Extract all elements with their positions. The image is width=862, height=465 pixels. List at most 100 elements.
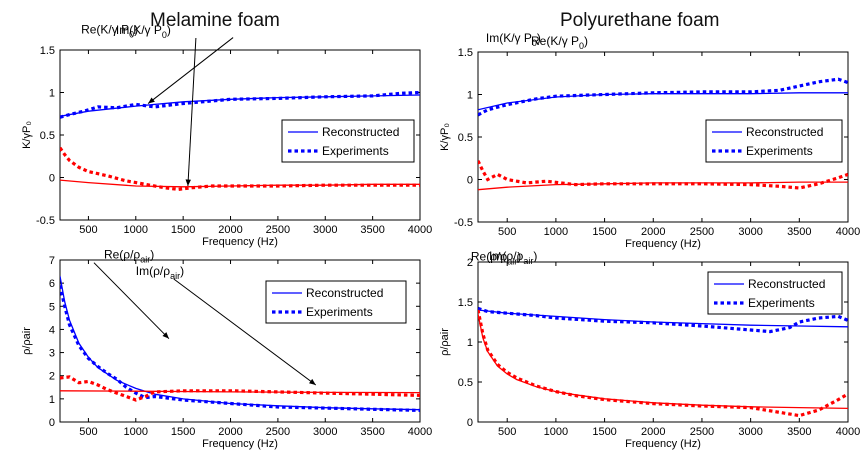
legend-label-experiments: Experiments <box>306 305 373 319</box>
legend-label-reconstructed: Reconstructed <box>306 286 383 300</box>
x-tick-label: 3500 <box>787 226 811 238</box>
x-tick-label: 2000 <box>218 426 242 438</box>
series-experiments-blue-2 <box>478 77 848 117</box>
y-tick-label: 2 <box>467 257 473 269</box>
legend-box <box>265 280 407 324</box>
legend: Reconstructed Experiments <box>265 280 407 324</box>
legend-label-experiments: Experiments <box>322 144 389 158</box>
x-tick-label: 4000 <box>836 426 860 438</box>
chart-4: 500 1000 1500 2000 2500 3000 3500 4000 0 0.5 1 1.5 2… <box>439 249 860 450</box>
y-tick-label: 7 <box>49 255 55 267</box>
x-tick-label: 2500 <box>266 224 290 236</box>
x-tick-label: 3000 <box>313 224 337 236</box>
y-tick-label: 1 <box>49 394 55 406</box>
annotation-arrow <box>147 37 234 104</box>
y-tick-label: 1.5 <box>40 45 55 57</box>
annotation-label-2: Im(ρ/ρair) <box>136 264 184 281</box>
y-tick-label: 1 <box>49 88 55 100</box>
x-tick-label: 1000 <box>124 426 148 438</box>
y-tick-label: 0.5 <box>458 377 473 389</box>
x-tick-label: 2500 <box>690 226 714 238</box>
x-tick-label: 3500 <box>360 426 384 438</box>
y-axis-label: ρ/ρair <box>439 328 451 356</box>
x-tick-label: 1500 <box>592 426 616 438</box>
chart-3: 500 1000 1500 2000 2500 3000 3500 4000 0 1 2 3 4 5 6 7 F… <box>21 248 432 450</box>
x-tick-label: 3500 <box>360 224 384 236</box>
y-tick-label: 2 <box>49 371 55 383</box>
y-tick-label: 4 <box>49 324 55 336</box>
y-tick-label: 0.5 <box>458 132 473 144</box>
x-tick-label: 4000 <box>408 224 432 236</box>
annotation-label-1: Re(ρ/ρair) <box>471 249 521 266</box>
x-tick-label: 1000 <box>544 226 568 238</box>
annotation-label-1: Re(ρ/ρair) <box>104 248 154 265</box>
series-experiments-blue-2 <box>60 90 420 119</box>
legend-label-experiments: Experiments <box>748 296 815 310</box>
annotation-label-1: Re(K/γ P0) <box>531 34 588 51</box>
y-tick-label: 1 <box>467 337 473 349</box>
annotation-arrow <box>173 278 317 386</box>
y-axis-label: K/γP₀ <box>21 121 33 149</box>
x-tick-label: 1000 <box>544 426 568 438</box>
y-tick-label: -0.5 <box>454 217 473 229</box>
legend-label-reconstructed: Reconstructed <box>322 125 399 139</box>
legend-label-reconstructed: Reconstructed <box>748 277 825 291</box>
y-tick-label: 0 <box>467 175 473 187</box>
series-experiments-red-4 <box>60 375 420 402</box>
annotation-arrowhead <box>185 179 191 186</box>
legend-label-reconstructed: Reconstructed <box>746 125 823 139</box>
x-tick-label: 2000 <box>641 426 665 438</box>
y-tick-label: -0.5 <box>36 215 55 227</box>
series-experiments-blue-2 <box>478 306 848 334</box>
y-tick-label: 5 <box>49 301 55 313</box>
y-axis-label: ρ/ρair <box>21 327 33 355</box>
legend-label-experiments: Experiments <box>746 144 813 158</box>
y-tick-label: 3 <box>49 348 55 360</box>
x-tick-label: 1000 <box>124 224 148 236</box>
series-experiments-red-4 <box>478 160 848 190</box>
y-tick-label: 1.5 <box>458 47 473 59</box>
title-melamine: Melamine foam <box>150 10 280 31</box>
x-tick-label: 1500 <box>592 226 616 238</box>
annotation-arrowhead <box>308 378 316 385</box>
x-tick-label: 500 <box>498 426 516 438</box>
y-tick-label: 0.5 <box>40 130 55 142</box>
legend: Reconstructed Experiments <box>707 271 843 315</box>
x-axis-label: Frequency (Hz) <box>202 438 278 450</box>
annotation-label-2: Im(ρ/ρair) <box>489 249 537 266</box>
x-tick-label: 1500 <box>171 224 195 236</box>
series-experiments-red-4 <box>478 309 848 418</box>
y-tick-label: 6 <box>49 278 55 290</box>
legend-box <box>281 119 415 163</box>
y-tick-label: 0 <box>467 417 473 429</box>
x-tick-label: 3500 <box>787 426 811 438</box>
x-tick-label: 3000 <box>738 226 762 238</box>
x-tick-label: 4000 <box>836 226 860 238</box>
x-tick-label: 3000 <box>313 426 337 438</box>
annotation-label-2: Im(K/γ P0) <box>486 31 541 48</box>
title-polyurethane: Polyurethane foam <box>560 10 720 31</box>
x-axis-label: Frequency (Hz) <box>625 238 701 250</box>
x-tick-label: 500 <box>498 226 516 238</box>
y-tick-label: 1 <box>467 90 473 102</box>
x-axis-label: Frequency (Hz) <box>625 438 701 450</box>
annotation-label-1: Re(K/γ P0) <box>81 23 138 40</box>
series-experiments-blue-2 <box>60 285 420 412</box>
x-axis-label: Frequency (Hz) <box>202 236 278 248</box>
x-tick-label: 2000 <box>218 224 242 236</box>
annotation-arrowhead <box>148 97 155 104</box>
chart-2: 500 1000 1500 2000 2500 3000 3500 4000 -0.5 0 0.5 1… <box>439 31 860 250</box>
annotation-arrowhead <box>162 332 169 339</box>
legend: Reconstructed Experiments <box>281 119 415 163</box>
x-tick-label: 500 <box>79 426 97 438</box>
x-tick-label: 500 <box>79 224 97 236</box>
y-tick-label: 0 <box>49 173 55 185</box>
x-tick-label: 2500 <box>690 426 714 438</box>
y-axis-label: K/γP₀ <box>439 123 451 151</box>
x-tick-label: 2500 <box>266 426 290 438</box>
annotation-arrow <box>93 262 170 340</box>
annotation-label-2: Im(K/γ P0) <box>116 23 171 40</box>
x-tick-label: 2000 <box>641 226 665 238</box>
y-tick-label: 0 <box>49 417 55 429</box>
chart-1: 500 1000 1500 2000 2500 3000 3500 4000 -0.5 0 0.5 1… <box>21 23 432 248</box>
